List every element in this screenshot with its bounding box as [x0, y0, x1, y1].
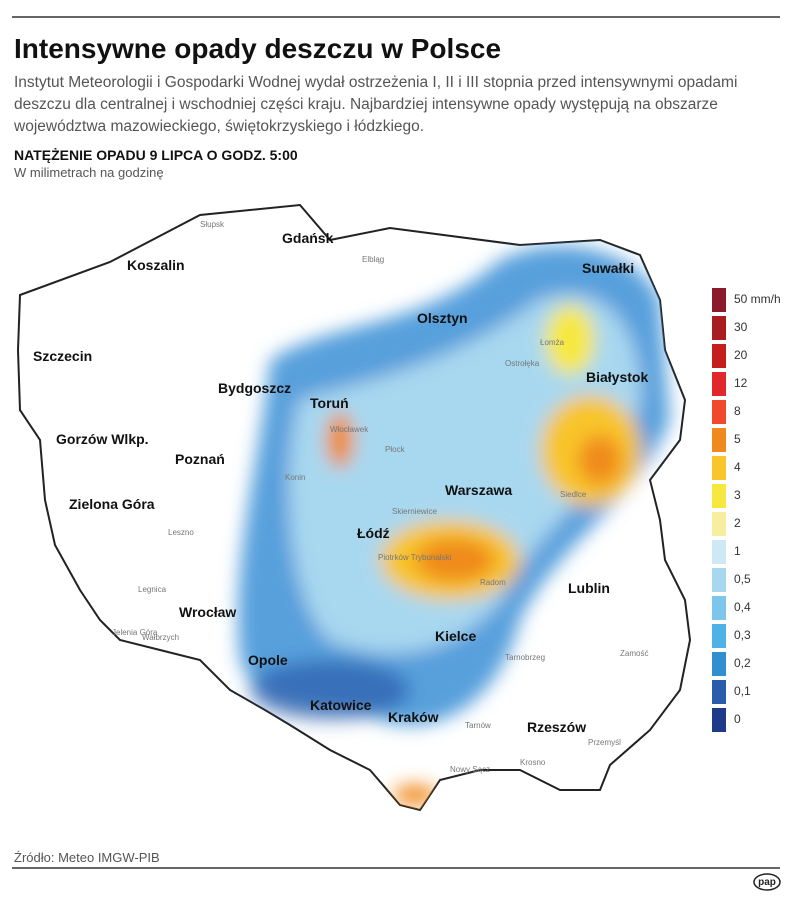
town-label: Nowy Sącz	[450, 765, 490, 774]
town-label: Ostrołęka	[505, 359, 540, 368]
map	[16, 203, 692, 812]
legend-label: 2	[734, 516, 741, 530]
legend-swatch	[712, 316, 726, 340]
town-label: Płock	[385, 445, 406, 454]
city-label: Opole	[248, 652, 288, 668]
town-label: Zamość	[620, 649, 648, 658]
town-label: Siedlce	[560, 490, 587, 499]
legend-label: 50 mm/h	[734, 292, 781, 306]
city-label: Olsztyn	[417, 310, 468, 326]
town-label: Włocławek	[330, 425, 369, 434]
title: Intensywne opady deszczu w Polsce	[14, 33, 501, 64]
town-label: Przemyśl	[588, 738, 621, 747]
city-label: Wrocław	[179, 604, 236, 620]
legend-label: 5	[734, 432, 741, 446]
city-label: Poznań	[175, 451, 225, 467]
legend-swatch	[712, 400, 726, 424]
town-label: Tarnów	[465, 721, 491, 730]
legend-swatch	[712, 624, 726, 648]
city-label: Kielce	[435, 628, 476, 644]
legend-swatch	[712, 484, 726, 508]
city-label: Kraków	[388, 709, 439, 725]
city-labels: Gdańsk Koszalin Suwałki Olsztyn Szczecin…	[33, 230, 648, 735]
city-label: Zielona Góra	[69, 496, 155, 512]
legend-swatch	[712, 344, 726, 368]
city-label: Warszawa	[445, 482, 512, 498]
legend-label: 1	[734, 544, 741, 558]
logo-badge	[753, 873, 781, 891]
legend-label: 0,4	[734, 600, 751, 614]
rain-field	[237, 245, 670, 805]
town-label: Tarnobrzeg	[505, 653, 545, 662]
town-labels: Słupsk Elbląg Łomża Ostrołęka Siedlce Wł…	[112, 220, 648, 774]
city-label: Gorzów Wlkp.	[56, 431, 149, 447]
legend-swatch	[712, 456, 726, 480]
city-label: Białystok	[586, 369, 648, 385]
city-label: Toruń	[310, 395, 349, 411]
legend-label: 12	[734, 376, 748, 390]
town-label: Jelenia Góra	[112, 628, 158, 637]
description: Instytut Meteorologii i Gospodarki Wodne…	[14, 74, 737, 91]
legend-label: 20	[734, 348, 748, 362]
legend-swatch	[712, 652, 726, 676]
city-label: Katowice	[310, 697, 372, 713]
legend-label: 0,1	[734, 684, 751, 698]
legend-label: 0	[734, 712, 741, 726]
town-label: Piotrków Trybunalski	[378, 553, 452, 562]
town-label: Wałbrzych	[142, 633, 179, 642]
legend-swatch	[712, 708, 726, 732]
city-label: Koszalin	[127, 257, 185, 273]
logo: pap	[758, 877, 776, 888]
legend-swatch	[712, 372, 726, 396]
legend-label: 30	[734, 320, 748, 334]
city-label: Rzeszów	[527, 719, 586, 735]
description: deszczu dla centralnej i wschodniej częś…	[14, 96, 718, 113]
legend-swatch	[712, 540, 726, 564]
city-label: Szczecin	[33, 348, 92, 364]
legend-swatch	[712, 568, 726, 592]
source: Źródło: Meteo IMGW-PIB	[14, 850, 160, 865]
legend-label: 0,3	[734, 628, 751, 642]
legend-swatch	[712, 680, 726, 704]
legend-label: 3	[734, 488, 741, 502]
legend-swatch	[712, 288, 726, 312]
subtitle: NATĘŻENIE OPADU 9 LIPCA O GODZ. 5:00	[14, 147, 298, 163]
legend: 50 mm/h 30 20 12 8 5 4 3 2 1 0,5 0,4 0,3 0,2 0,1 0	[712, 288, 781, 732]
legend-swatch	[712, 512, 726, 536]
town-label: Krosno	[520, 758, 546, 767]
town-label: Słupsk	[200, 220, 225, 229]
city-label: Łódź	[357, 525, 390, 541]
legend-label: 0,5	[734, 572, 751, 586]
legend-swatch	[712, 596, 726, 620]
city-label: Gdańsk	[282, 230, 334, 246]
legend-swatch	[712, 428, 726, 452]
unit: W milimetrach na godzinę	[14, 165, 164, 180]
town-label: Elbląg	[362, 255, 384, 264]
town-label: Leszno	[168, 528, 194, 537]
legend-label: 8	[734, 404, 741, 418]
legend-label: 4	[734, 460, 741, 474]
town-label: Konin	[285, 473, 305, 482]
town-label: Skierniewice	[392, 507, 437, 516]
legend-label: 0,2	[734, 656, 751, 670]
city-label: Suwałki	[582, 260, 634, 276]
town-label: Radom	[480, 578, 506, 587]
town-label: Łomża	[540, 338, 565, 347]
description: województwa mazowieckiego, świętokrzyski…	[13, 118, 424, 135]
city-label: Lublin	[568, 580, 610, 596]
town-label: Legnica	[138, 585, 167, 594]
city-label: Bydgoszcz	[218, 380, 291, 396]
